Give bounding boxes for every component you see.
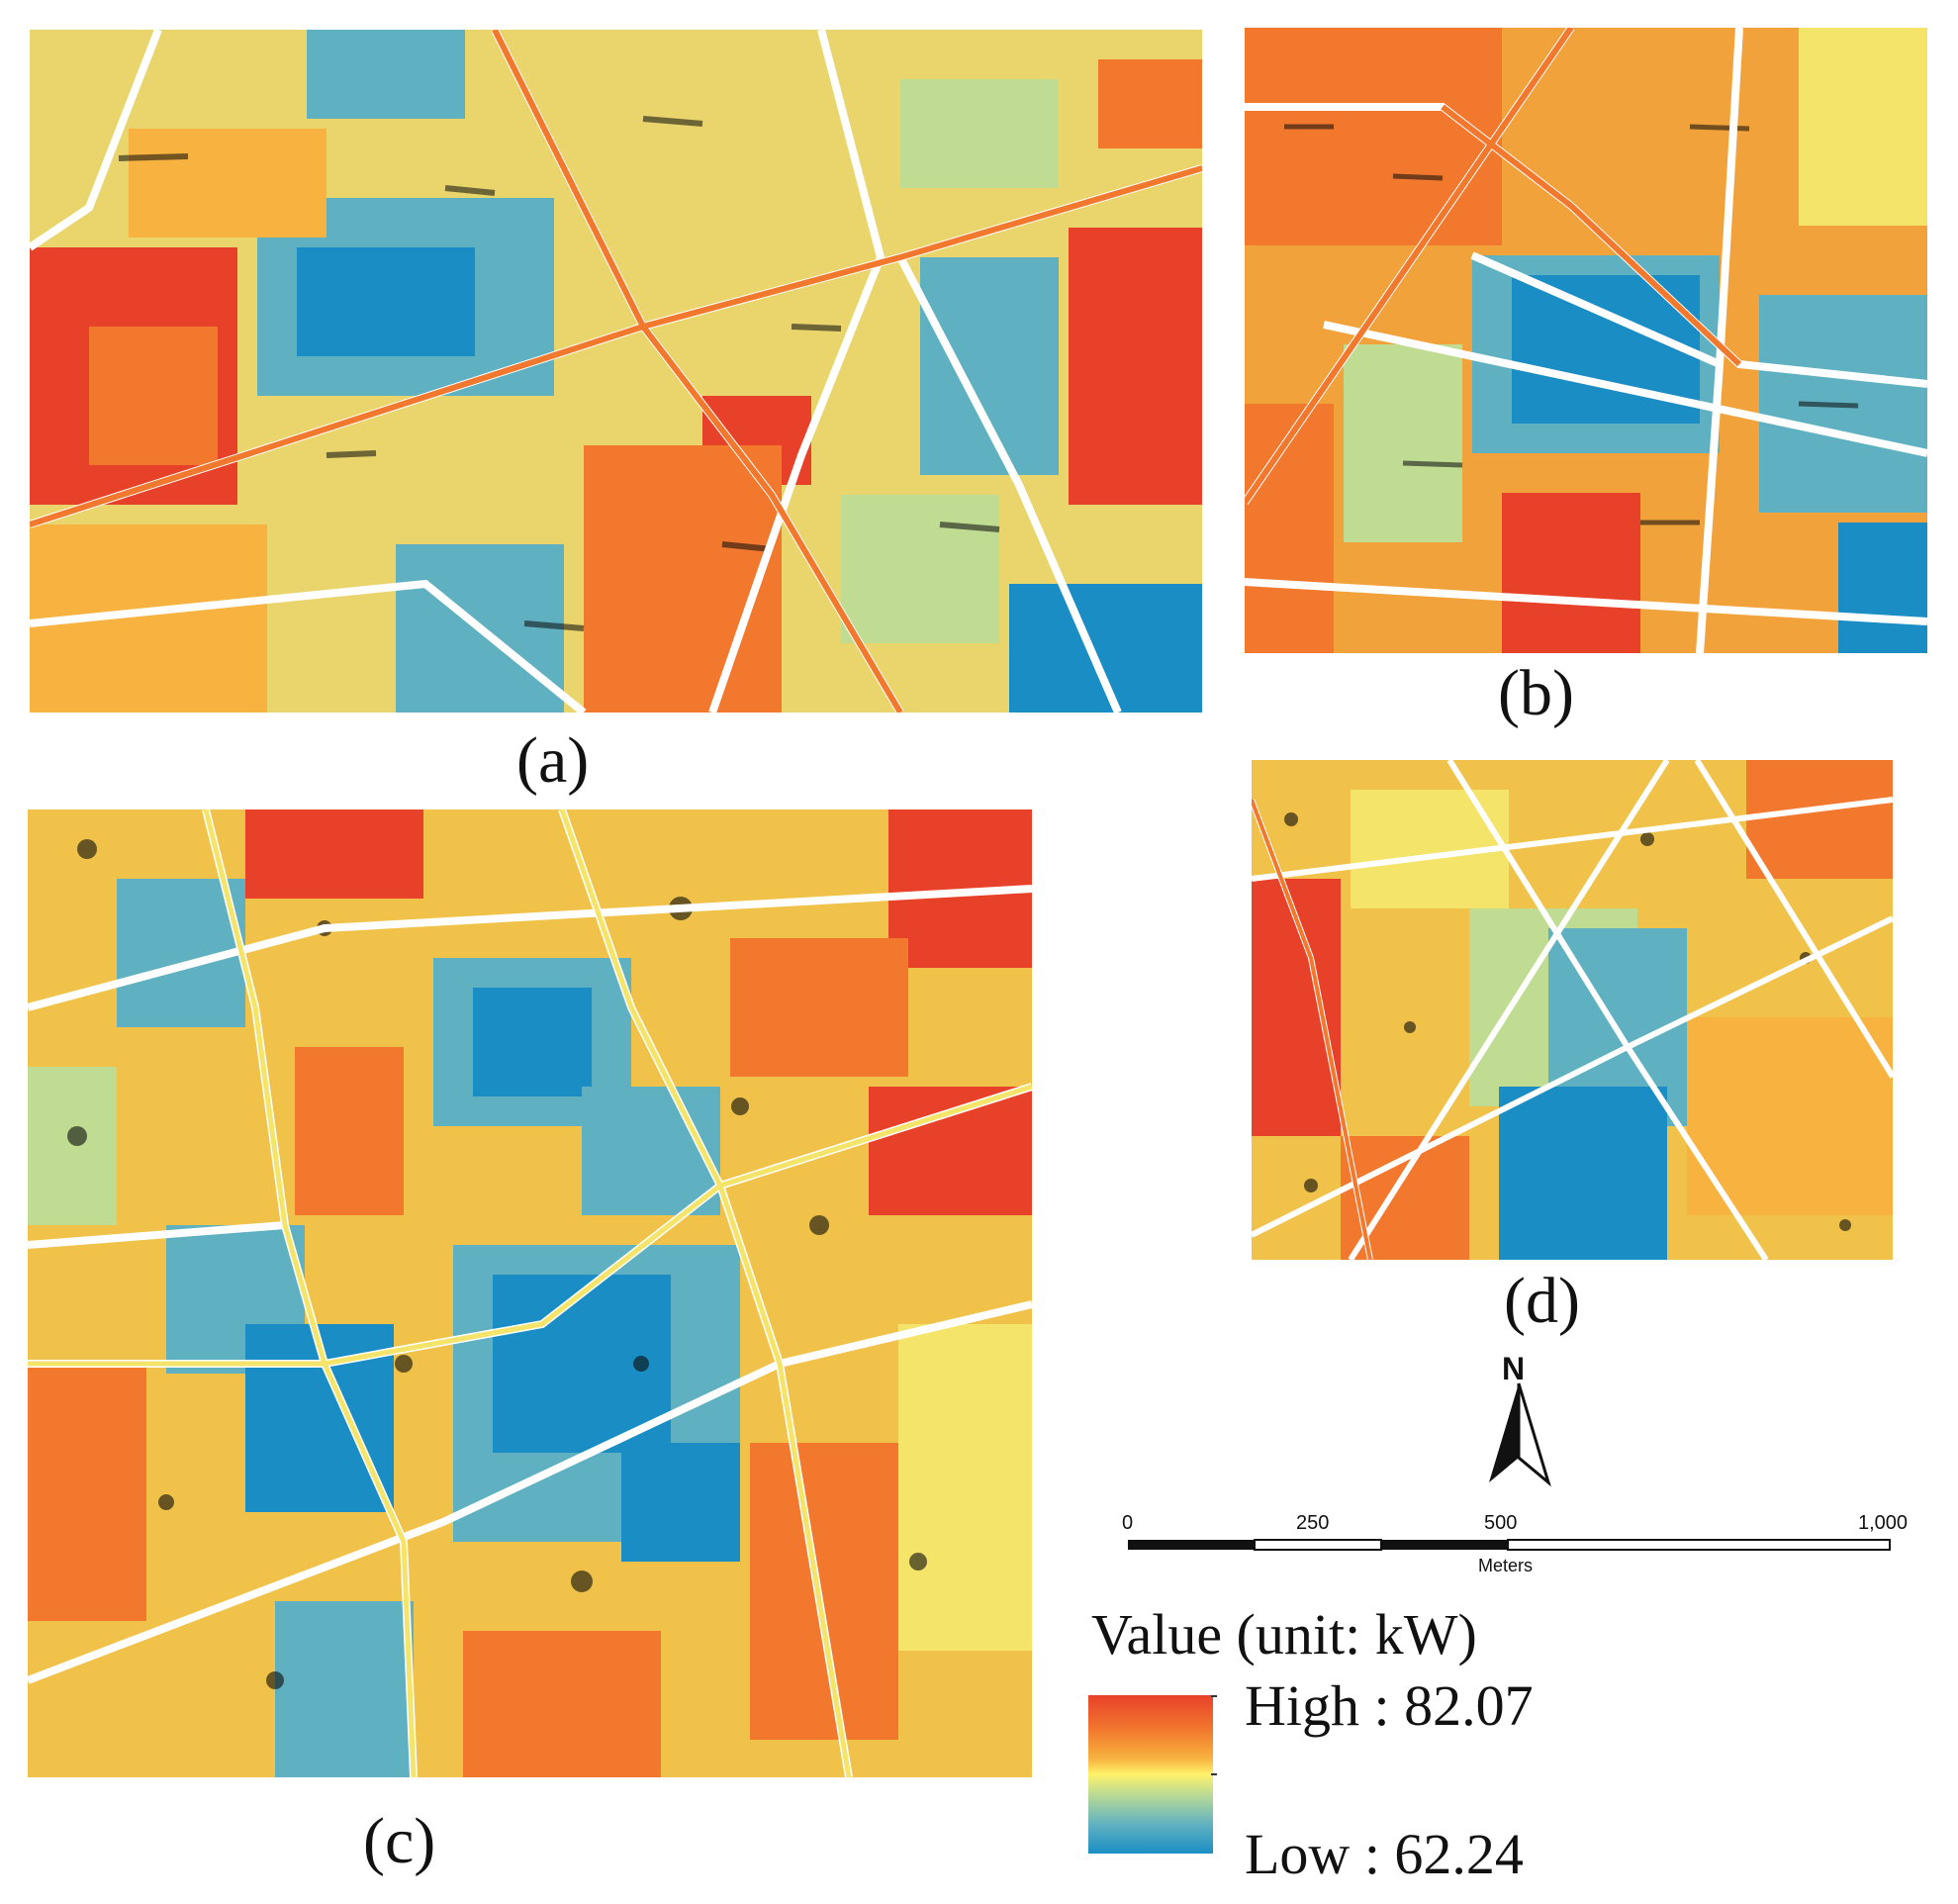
legend-tick-mid xyxy=(1211,1773,1217,1775)
map-panel-c xyxy=(28,809,1032,1777)
scale-tick-0: 0 xyxy=(1122,1512,1134,1534)
north-arrow-icon xyxy=(1489,1382,1551,1487)
scale-bar: 0 250 500 1,000 Meters xyxy=(1118,1512,1910,1581)
scale-unit: Meters xyxy=(1478,1556,1534,1575)
legend-title: Value (unit: kW) xyxy=(1091,1602,1477,1666)
legend-low-label: Low : 62.24 xyxy=(1245,1822,1524,1886)
scale-tick-1000: 1,000 xyxy=(1858,1512,1909,1534)
scale-tick-500: 500 xyxy=(1484,1512,1518,1534)
panel-c-caption: (c) xyxy=(363,1805,436,1877)
legend-high-label: High : 82.07 xyxy=(1245,1673,1534,1738)
legend-tick-high xyxy=(1211,1695,1217,1697)
map-b-raster xyxy=(1245,28,1927,653)
map-a-raster xyxy=(30,30,1202,713)
scale-bar-graphic xyxy=(1128,1539,1891,1551)
legend-color-ramp xyxy=(1088,1695,1213,1854)
north-label: N xyxy=(1502,1351,1526,1386)
map-panel-d xyxy=(1252,760,1893,1260)
map-c-raster xyxy=(28,809,1032,1777)
map-panel-b xyxy=(1245,28,1927,653)
panel-b-caption: (b) xyxy=(1498,657,1574,729)
panel-d-caption: (d) xyxy=(1504,1265,1580,1337)
scale-tick-250: 250 xyxy=(1296,1512,1330,1534)
map-panel-a xyxy=(30,30,1202,713)
map-d-raster xyxy=(1252,760,1893,1260)
panel-a-caption: (a) xyxy=(516,724,590,797)
